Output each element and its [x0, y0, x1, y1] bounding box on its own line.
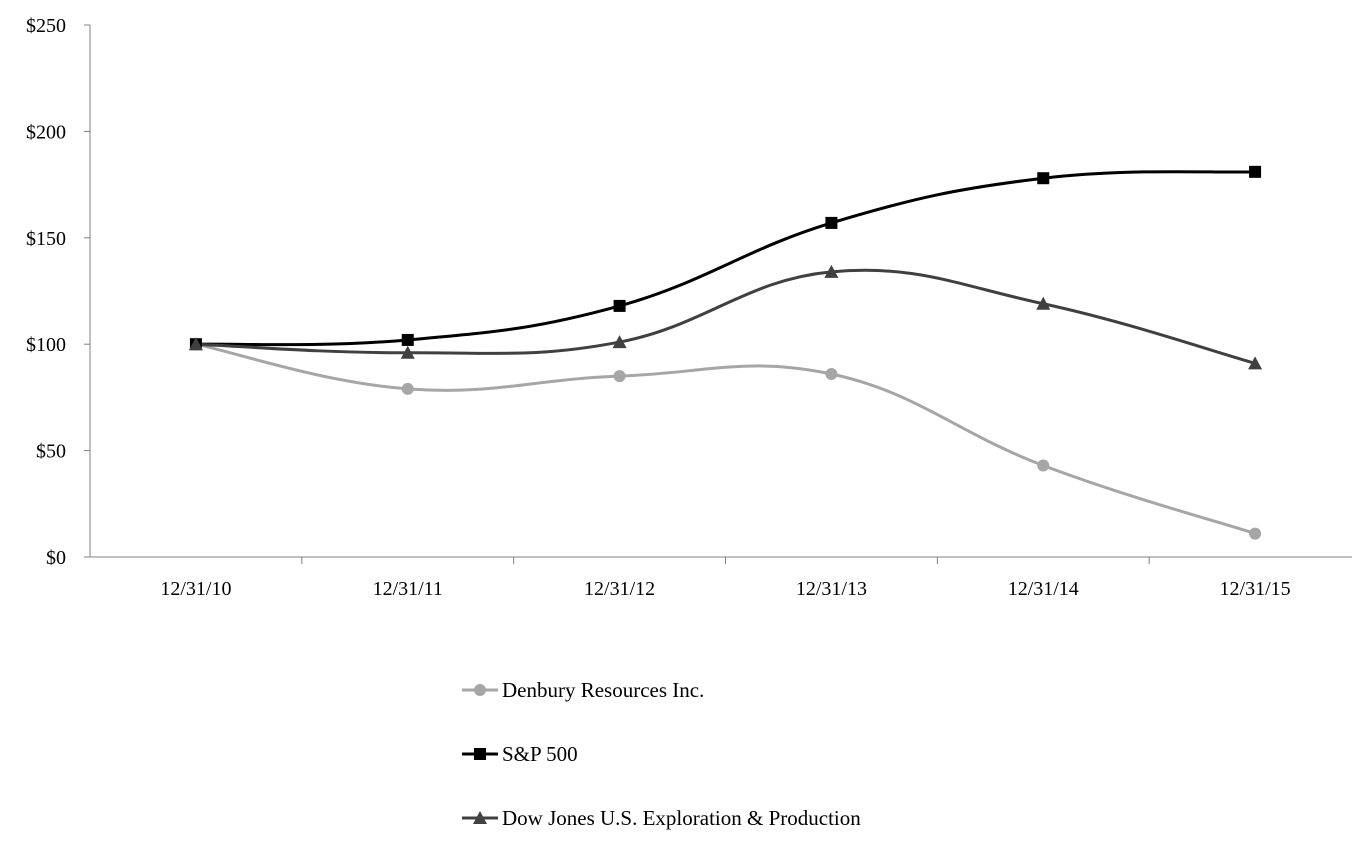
marker-circle — [1249, 527, 1262, 540]
y-tick-labels: $0 $50 $100 $150 $200 $250 — [26, 15, 66, 569]
legend-swatch — [462, 684, 498, 696]
chart: $0$50$100$150$200$250 12/31/10 12/31/11 12… — [26, 15, 1352, 600]
marker-circle — [825, 367, 838, 380]
marker-circle — [474, 684, 486, 696]
marker-square — [474, 748, 486, 760]
legend-item: Dow Jones U.S. Exploration & Production — [460, 786, 861, 850]
x-tick-label: 12/31/14 — [1008, 578, 1079, 600]
marker-square — [1249, 165, 1262, 178]
y-tick-label: $150 — [26, 228, 66, 250]
marker-square — [1037, 172, 1050, 185]
x-tick-labels: 12/31/10 12/31/11 12/31/12 12/31/13 12/31/14… — [160, 578, 1290, 600]
x-tick-label: 12/31/13 — [796, 578, 867, 600]
series-lines — [195, 170, 1256, 536]
x-tick-label: 12/31/10 — [160, 578, 231, 600]
marker-triangle — [1036, 296, 1051, 310]
marker-triangle — [400, 345, 415, 359]
legend-item: S&P 500 — [460, 722, 861, 786]
legend-swatch — [462, 748, 498, 760]
marker-square — [613, 299, 626, 312]
y-tick-label: $0 — [46, 547, 66, 569]
legend-label: Dow Jones U.S. Exploration & Production — [502, 805, 861, 830]
marker-square — [401, 333, 414, 346]
series-markers-1 — [189, 165, 1262, 351]
x-tick-label: 12/31/11 — [373, 578, 443, 600]
y-tick-label: $250 — [26, 15, 66, 37]
marker-square — [825, 216, 838, 229]
series-markers-2 — [188, 264, 1263, 370]
marker-circle — [1037, 459, 1050, 472]
legend: Denbury Resources Inc. S&P 500 Dow Jones U… — [460, 658, 861, 850]
series-line-0 — [195, 342, 1256, 536]
marker-triangle — [1248, 356, 1263, 370]
axes — [84, 24, 1352, 564]
legend-swatch — [462, 811, 498, 824]
legend-item: Denbury Resources Inc. — [460, 658, 861, 722]
legend-label: S&P 500 — [502, 741, 578, 766]
marker-triangle — [612, 335, 627, 349]
x-tick-label: 12/31/12 — [584, 578, 655, 600]
y-tick-label: $50 — [36, 441, 66, 463]
legend-label: Denbury Resources Inc. — [502, 677, 705, 702]
marker-triangle — [188, 337, 203, 351]
x-tick-label: 12/31/15 — [1220, 578, 1291, 600]
y-tick-label: $100 — [26, 334, 66, 356]
y-tick-label: $200 — [26, 121, 66, 143]
marker-circle — [613, 370, 626, 383]
marker-triangle — [824, 264, 839, 278]
series-line-1 — [195, 170, 1256, 347]
series-markers — [188, 165, 1263, 540]
marker-circle — [401, 382, 414, 395]
series-line-2 — [195, 268, 1256, 365]
